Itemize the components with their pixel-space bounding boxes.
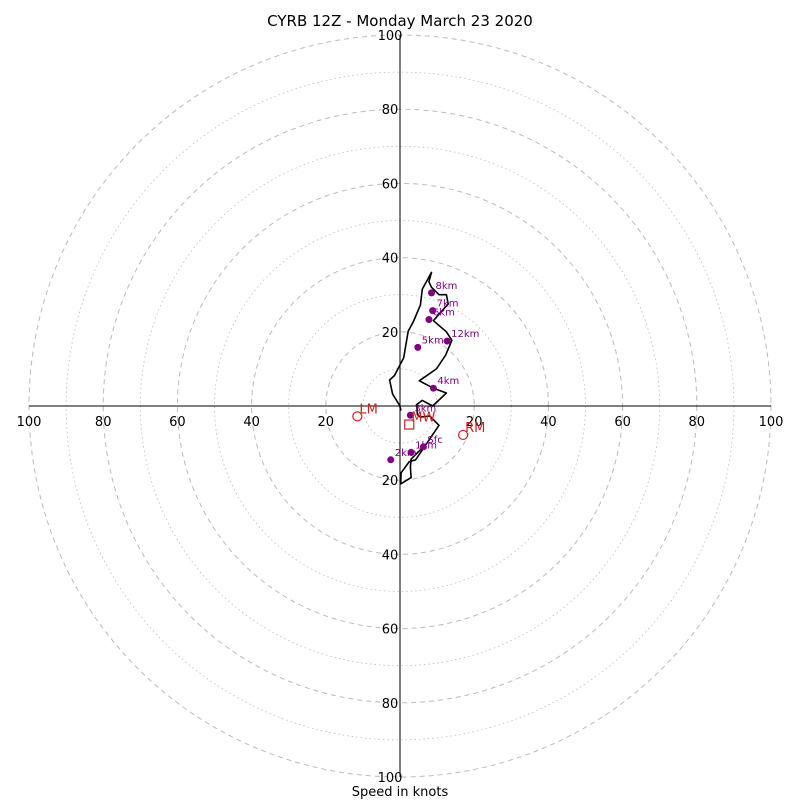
height-point [429,307,437,315]
x-axis-label: Speed in knots [352,785,449,800]
height-label: 4km [437,376,459,387]
x-tick-label: 100 [17,415,42,430]
height-label: 12km [451,329,479,340]
x-tick-label: 80 [95,415,112,430]
height-point [407,448,415,456]
y-tick-label: 100 [378,29,403,44]
x-tick-label: 60 [614,415,631,430]
storm-motion-markers: LM RM MW [352,402,485,441]
y-tick-label: 80 [382,697,399,712]
mean-wind-marker [404,419,415,430]
x-tick-label: 60 [169,415,186,430]
y-tick-label: 100 [378,771,403,786]
storm-motion-marker [352,411,363,422]
y-tick-label: 80 [382,103,399,118]
y-tick-label: 60 [382,623,399,638]
tick-labels: 100 80 60 40 20 20 40 60 80 100 100 80 60 40 20 20 40 60 8… [17,29,784,786]
x-tick-label: 40 [243,415,260,430]
storm-motion-label: LM [359,402,377,417]
height-point [414,343,422,351]
storm-motion-label: RM [465,421,485,436]
height-point [425,316,433,324]
height-label: Sfc [427,435,442,446]
hodograph-line [388,271,453,485]
y-tick-label: 60 [382,177,399,192]
y-tick-label: 40 [382,252,399,267]
height-label: 7km [437,299,459,310]
height-label: 1km [415,440,437,451]
height-point [406,411,414,419]
y-tick-label: 20 [382,326,399,341]
height-point [429,384,437,392]
x-tick-label: 40 [540,415,557,430]
storm-motion-marker [457,429,469,441]
height-label: 8km [436,281,458,292]
x-tick-label: 20 [466,415,483,430]
height-point [443,337,451,345]
height-point [387,456,395,464]
storm-motion-label: MW [411,411,435,426]
y-tick-label: 20 [382,474,399,489]
chart-title: CYRB 12Z - Monday March 23 2020 [267,12,533,30]
x-tick-label: 20 [318,415,335,430]
height-point [428,289,436,297]
height-label: 5km [422,335,444,346]
height-label: 3km [414,403,436,414]
hodograph-trace [388,271,453,485]
y-tick-label: 40 [382,548,399,563]
height-label: 2km [395,448,417,459]
x-tick-label: 100 [759,415,784,430]
height-label: 6km [433,308,455,319]
x-tick-label: 80 [689,415,706,430]
height-point [419,443,427,451]
